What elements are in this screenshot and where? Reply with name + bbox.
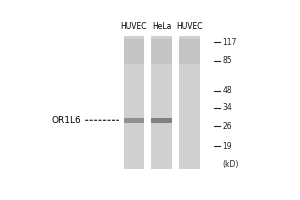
Bar bbox=[124, 39, 145, 64]
Bar bbox=[179, 39, 200, 64]
Bar bbox=[124, 36, 145, 169]
Bar bbox=[124, 36, 212, 169]
Text: HUVEC: HUVEC bbox=[176, 22, 203, 31]
Text: 85: 85 bbox=[222, 56, 232, 65]
Text: OR1L6: OR1L6 bbox=[52, 116, 81, 125]
Text: 34: 34 bbox=[222, 103, 232, 112]
Text: 117: 117 bbox=[222, 38, 237, 47]
Bar bbox=[152, 39, 172, 64]
Bar bbox=[179, 36, 200, 169]
Text: (kD): (kD) bbox=[222, 160, 239, 169]
Bar bbox=[152, 118, 172, 123]
Text: 26: 26 bbox=[222, 122, 232, 131]
Text: HeLa: HeLa bbox=[152, 22, 172, 31]
Bar bbox=[124, 118, 145, 123]
Text: 19: 19 bbox=[222, 142, 232, 151]
Text: HUVEC: HUVEC bbox=[121, 22, 147, 31]
Bar bbox=[152, 36, 172, 169]
Text: 48: 48 bbox=[222, 86, 232, 95]
